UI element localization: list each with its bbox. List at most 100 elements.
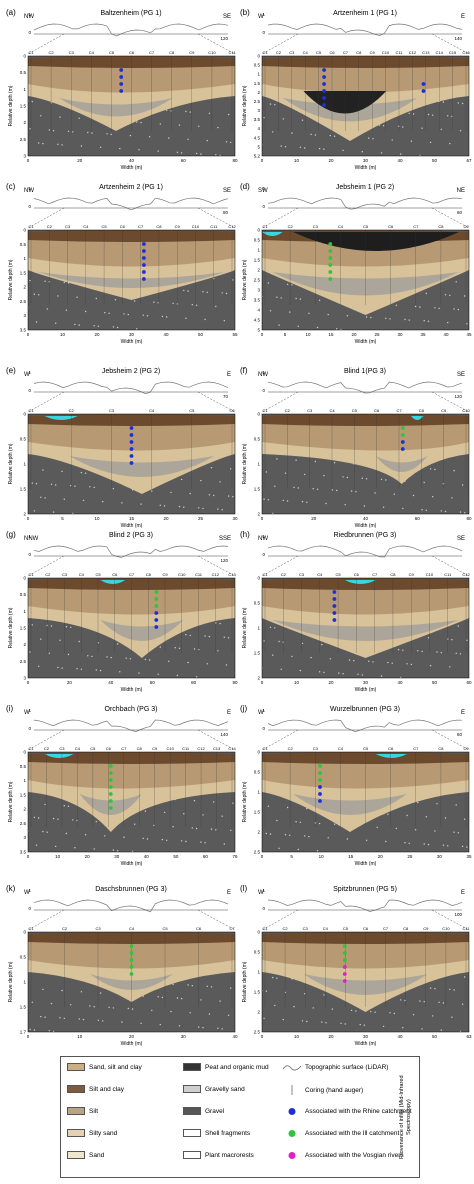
gravel-speck <box>286 283 289 285</box>
x-tick-label: 15 <box>348 854 354 859</box>
gravel-speck <box>202 291 204 293</box>
panel-letter: (k) <box>6 884 16 893</box>
x-tick-label: 30 <box>232 516 238 521</box>
topographic-profile <box>267 899 463 912</box>
gravel-speck <box>459 1030 462 1033</box>
x-tick-label: 20 <box>67 680 73 685</box>
y-tick-label: 0 <box>23 750 26 755</box>
core-label: C4 <box>149 408 155 413</box>
core-label: C13 <box>422 50 430 55</box>
orientation-right: SSE <box>219 536 231 542</box>
rhine-sample-dot <box>421 89 426 93</box>
core-label: C6 <box>374 408 380 413</box>
y-tick-label: 0.5 <box>20 955 27 960</box>
x-tick-label: 50 <box>432 680 438 685</box>
legend-shell: Shell fragments <box>183 1129 250 1137</box>
core-label: C2 <box>276 50 282 55</box>
gravel-speck <box>185 634 187 636</box>
gravel-speck <box>269 103 272 105</box>
core-label: C8 <box>356 50 362 55</box>
gravel-speck <box>434 468 436 471</box>
x-axis-label: Width (m) <box>121 339 143 345</box>
gravel-speck <box>461 484 464 486</box>
gravel-speck <box>342 673 344 675</box>
gravel-speck <box>63 281 65 284</box>
rhine-sample-dot <box>318 785 322 789</box>
gravel-speck <box>432 496 434 498</box>
rhine-sample-dot <box>129 440 134 444</box>
gravel-speck <box>210 467 213 469</box>
gravel-speck <box>419 306 421 308</box>
core-label: C8 <box>137 746 143 751</box>
core-label: C8 <box>438 746 444 751</box>
gravel-speck <box>402 507 404 510</box>
core-label: C3 <box>95 926 101 931</box>
gravel-speck <box>295 297 297 300</box>
gravel-speck <box>89 486 91 488</box>
vosgian-sample-dot <box>342 965 347 969</box>
x-tick-label: 80 <box>191 680 197 685</box>
core-label: C1 <box>262 746 268 751</box>
gravel-speck <box>110 656 112 659</box>
gravel-speck <box>291 132 293 134</box>
core-label: C11 <box>182 746 190 751</box>
core-label: C12 <box>409 50 417 55</box>
gravel-speck <box>293 486 295 489</box>
gravel-speck <box>455 652 457 654</box>
gravel-speck <box>176 997 179 999</box>
gravel-speck <box>48 1030 50 1032</box>
gravel-speck <box>193 800 196 802</box>
gravel-speck <box>419 1000 421 1002</box>
gravel-speck <box>142 314 144 316</box>
plot-frame <box>261 931 470 1033</box>
x-tick-label: 20 <box>85 854 91 859</box>
gravel-speck <box>176 303 179 305</box>
x-tick-label: 10 <box>77 1034 83 1039</box>
core-label: C4 <box>75 746 81 751</box>
gravel-speck <box>355 491 357 493</box>
core-label: C3 <box>65 224 71 229</box>
gravel-speck <box>198 1026 200 1028</box>
core-label: C10 <box>178 572 186 577</box>
y-axis-label: Relative depth (m) <box>242 781 248 822</box>
gravel-speck <box>393 1012 395 1015</box>
core-label: C1 <box>262 572 268 577</box>
gravel-speck <box>368 660 370 662</box>
core-label: C4 <box>79 572 85 577</box>
rhine-sample-dot <box>400 440 405 444</box>
gravel-speck <box>280 668 282 670</box>
gravel-speck <box>123 836 125 838</box>
gravel-speck <box>286 500 289 502</box>
x-tick-label: 10 <box>60 332 66 337</box>
gravel-speck <box>408 112 410 115</box>
gravel-speck <box>321 643 323 646</box>
gravel-speck <box>395 827 398 830</box>
gravel-speck <box>210 828 213 830</box>
gravel-speck <box>48 652 50 654</box>
gravel-speck <box>304 147 306 149</box>
core-label: C8 <box>169 50 175 55</box>
peat-layer <box>293 232 459 251</box>
gravel-speck <box>140 121 142 124</box>
silt-layer <box>28 238 235 267</box>
topo-ytick: 1 <box>28 534 31 539</box>
topo-ytick: 1 <box>28 186 31 191</box>
gravel-speck <box>136 328 138 330</box>
gravel-speck <box>440 652 442 654</box>
core-label: C9 <box>162 572 168 577</box>
gravel-speck <box>42 988 44 991</box>
orientation-right: E <box>227 372 231 378</box>
gravel-speck <box>65 832 68 835</box>
orientation-left: W <box>258 14 264 20</box>
core-label: C5 <box>363 224 369 229</box>
rhine-sample-dot <box>129 433 134 437</box>
gravel-speck <box>31 624 33 626</box>
rhine-sample-dot <box>142 270 146 274</box>
gravel-speck <box>331 1008 334 1010</box>
gravel-speck <box>146 838 149 840</box>
gravel-speck <box>282 499 284 502</box>
gravel-speck <box>353 660 355 662</box>
topo-xtick: 120 <box>220 558 228 563</box>
